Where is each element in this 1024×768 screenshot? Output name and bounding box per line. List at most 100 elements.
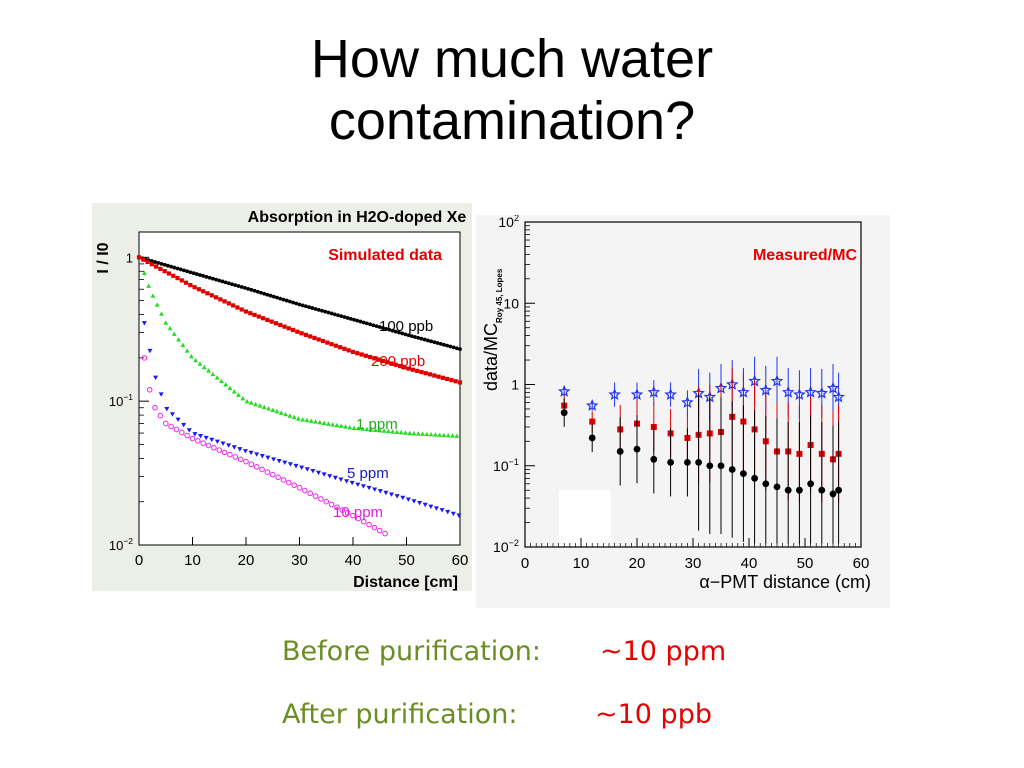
left-x-tick-label: 50 [398,552,415,569]
left-point-100-ppb [409,334,414,339]
left-point-5-ppm [254,452,260,457]
left-point-1-ppm [334,422,340,428]
left-point-1-ppm [313,419,318,424]
left-point-5-ppm [282,460,288,466]
left-axis-ticks: 0 10 20 30 40 50 60 10−2 10−1 1 [109,250,468,569]
right-point-black [829,490,837,498]
right-point-black [667,458,674,466]
left-point-10-ppm [227,451,233,458]
left-point-200-ppb [427,372,433,377]
after-purification-line: After purification: ~10 ppb [282,699,712,730]
right-point-black [706,462,714,470]
left-point-1-ppm [141,270,147,276]
left-point-100-ppb [175,266,180,271]
left-point-1-ppm [424,431,430,437]
right-x-tick-label: 50 [797,555,814,572]
right-point-blue [815,386,829,399]
left-point-10-ppm [323,498,330,505]
left-point-1-ppm [180,342,186,348]
left-point-200-ppb [368,354,373,360]
left-point-200-ppb [145,259,150,265]
left-point-100-ppb [165,263,170,268]
left-chart-annotation: Simulated data [328,247,442,264]
left-point-1-ppm [248,400,254,405]
left-point-10-ppm [286,479,292,486]
right-data-marks [557,356,845,544]
left-point-1-ppm [355,425,361,431]
left-point-100-ppb [339,314,344,319]
left-point-100-ppb [159,261,164,266]
left-point-100-ppb [332,312,337,317]
left-x-tick-label: 10 [184,552,201,569]
left-x-tick-label: 40 [345,552,362,569]
left-point-100-ppb [445,343,450,348]
left-point-100-ppb [259,290,263,295]
left-point-1-ppm [176,337,181,342]
left-point-200-ppb [402,365,407,370]
left-point-1-ppm [317,419,323,425]
right-point-blue [804,385,817,398]
left-point-10-ppm [253,464,260,470]
left-point-100-ppb [352,317,356,322]
left-point-200-ppb [248,311,253,316]
left-point-1-ppm [300,417,306,422]
left-point-10-ppm [376,527,383,534]
left-point-100-ppb [313,307,318,311]
left-point-200-ppb [273,321,279,326]
right-x-tick-label: 30 [685,555,702,572]
left-point-200-ppb [423,371,428,376]
left-point-10-ppm [146,386,153,393]
left-point-200-ppb [136,255,142,260]
measured-chart-svg: Measured/MC α−PMT distance (cm) data/MCR… [481,213,871,592]
left-point-1-ppm [373,427,378,432]
left-point-100-ppb [310,306,315,310]
left-point-5-ppm [158,392,164,397]
left-point-100-ppb [194,272,199,276]
left-point-5-ppm [315,470,321,476]
left-point-1-ppm [223,382,229,387]
right-point-blue [793,388,806,400]
right-point-black [717,462,725,470]
left-point-1-ppm [364,426,370,432]
right-point-black [728,466,736,473]
left-point-100-ppb [297,302,302,307]
right-point-black [751,474,758,482]
left-point-200-ppb [261,316,266,321]
left-point-5-ppm [209,437,215,443]
left-point-100-ppb [214,277,218,282]
left-point-5-ppm [153,375,159,381]
left-point-1-ppm [321,420,327,426]
right-point-black [588,434,596,442]
right-point-blue [664,388,677,400]
left-point-10-ppm [355,515,362,522]
left-point-10-ppm [152,404,158,411]
left-point-1-ppm [368,427,374,432]
left-point-200-ppb [295,329,300,334]
right-point-blue [681,395,694,408]
left-point-5-ppm [271,457,277,462]
left-point-200-ppb [376,357,381,362]
left-point-5-ppm [389,492,395,497]
left-point-200-ppb [372,356,377,361]
left-point-200-ppb [231,303,236,308]
left-point-100-ppb [387,327,392,332]
left-point-1-ppm [244,398,250,404]
right-point-black [560,409,568,417]
left-point-100-ppb [207,275,212,280]
left-point-5-ppm [248,450,254,456]
left-point-10-ppm [350,512,356,519]
left-point-5-ppm [214,439,220,445]
left-point-1-ppm [146,283,152,288]
left-series-label-5-ppm: 5 ppm [347,465,389,482]
left-point-10-ppm [195,438,201,444]
left-point-100-ppb [178,267,183,272]
left-point-1-ppm [163,320,169,325]
left-point-10-ppm [264,469,271,475]
right-x-tick-label: 10 [573,555,590,572]
left-point-200-ppb [325,340,330,345]
before-purification-line: Before purification: ~10 ppm [282,636,726,667]
left-point-100-ppb [246,286,251,291]
left-point-1-ppm [253,401,259,407]
right-plot-blank-patch [559,490,611,546]
left-point-1-ppm [240,395,246,401]
